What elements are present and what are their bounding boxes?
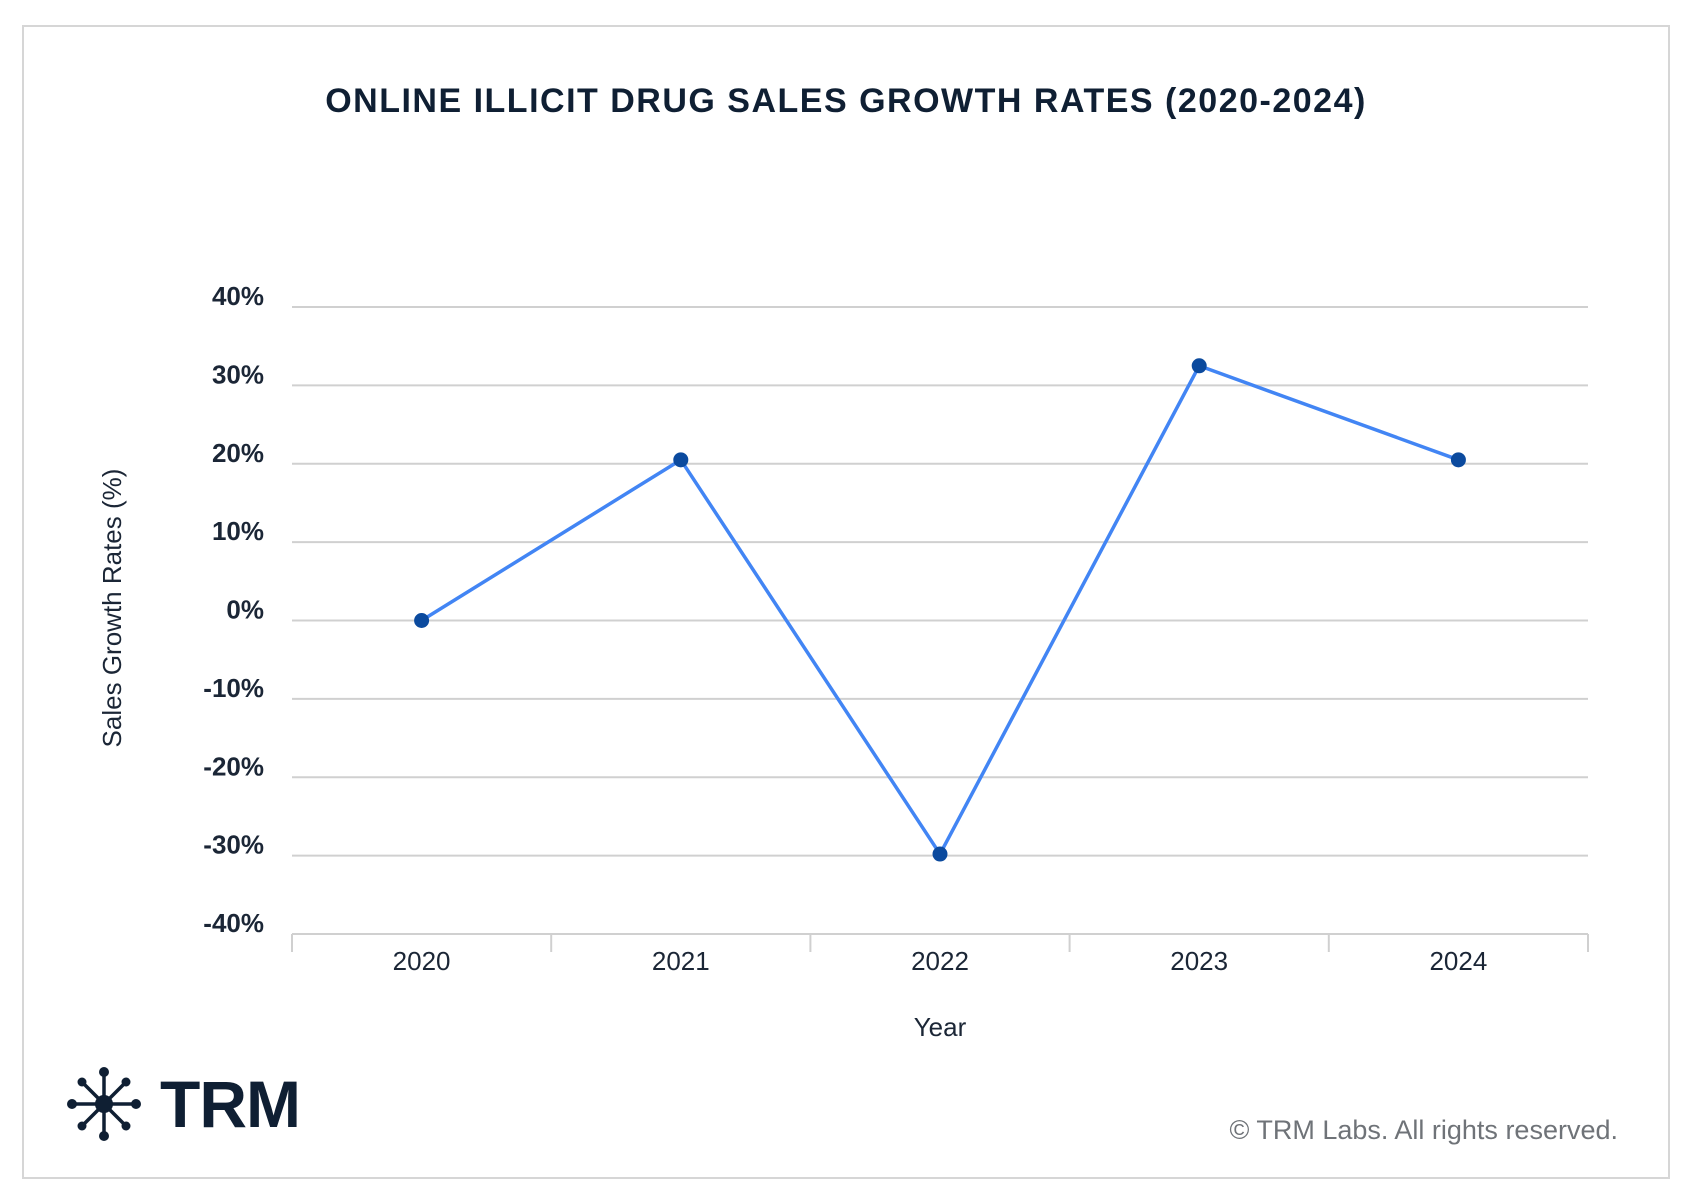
y-tick-label: 20% — [212, 438, 264, 468]
y-tick-label: 30% — [212, 359, 264, 389]
gridlines — [292, 306, 1588, 857]
data-point — [1191, 358, 1207, 374]
chart-frame — [22, 25, 1670, 1179]
network-logo-icon — [67, 1067, 141, 1141]
logo-text: TRM — [160, 1067, 301, 1141]
x-tick-label: 2022 — [911, 946, 969, 976]
data-point — [932, 846, 948, 862]
copyright-notice: © TRM Labs. All rights reserved. — [1229, 1115, 1618, 1145]
x-tick-label: 2024 — [1429, 946, 1487, 976]
x-axis-label: Year — [914, 1012, 967, 1042]
y-tick-label: 0% — [226, 595, 264, 625]
x-tick-label: 2023 — [1170, 946, 1228, 976]
y-axis-ticks: 40% 30% 20% 10% 0% -10% -20% -30% -40% — [203, 281, 264, 938]
y-tick-label: -20% — [203, 751, 264, 781]
x-axis — [291, 933, 1589, 952]
trm-logo: TRM — [66, 1067, 301, 1141]
data-point — [1450, 452, 1466, 468]
x-axis-ticks: 2020 2021 2022 2023 2024 — [393, 946, 1488, 976]
chart-title: ONLINE ILLICIT DRUG SALES GROWTH RATES (… — [325, 82, 1367, 120]
data-series — [414, 358, 1466, 862]
x-tick-label: 2021 — [652, 946, 710, 976]
y-axis-label: Sales Growth Rates (%) — [97, 469, 127, 748]
y-tick-label: 10% — [212, 516, 264, 546]
data-point — [414, 613, 430, 628]
data-point — [673, 452, 689, 468]
series-line — [420, 364, 1459, 856]
y-tick-label: -40% — [203, 908, 264, 938]
y-tick-label: 40% — [212, 281, 264, 311]
y-tick-label: -10% — [203, 673, 264, 703]
x-tick-label: 2020 — [393, 946, 451, 976]
y-tick-label: -30% — [203, 830, 264, 860]
